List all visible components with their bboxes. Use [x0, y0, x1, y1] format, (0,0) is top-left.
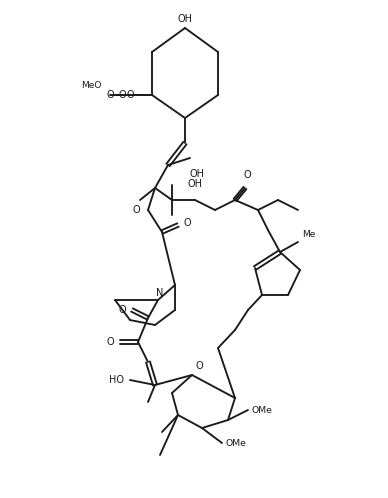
Text: O: O	[118, 90, 126, 100]
Text: OMe: OMe	[252, 406, 273, 415]
Text: OMe: OMe	[226, 439, 247, 448]
Text: O: O	[106, 90, 114, 100]
Text: OH: OH	[177, 14, 192, 24]
Text: N: N	[156, 288, 164, 298]
Text: O: O	[126, 90, 134, 100]
Text: HO: HO	[109, 375, 124, 385]
Text: O: O	[243, 170, 251, 180]
Text: O: O	[132, 205, 140, 215]
Text: Me: Me	[302, 230, 315, 239]
Text: MeO: MeO	[81, 81, 102, 90]
Text: O: O	[184, 218, 192, 228]
Text: OH: OH	[189, 169, 204, 179]
Text: O: O	[106, 337, 114, 347]
Text: OH: OH	[187, 179, 203, 189]
Text: O: O	[196, 361, 204, 371]
Text: O: O	[118, 305, 126, 315]
